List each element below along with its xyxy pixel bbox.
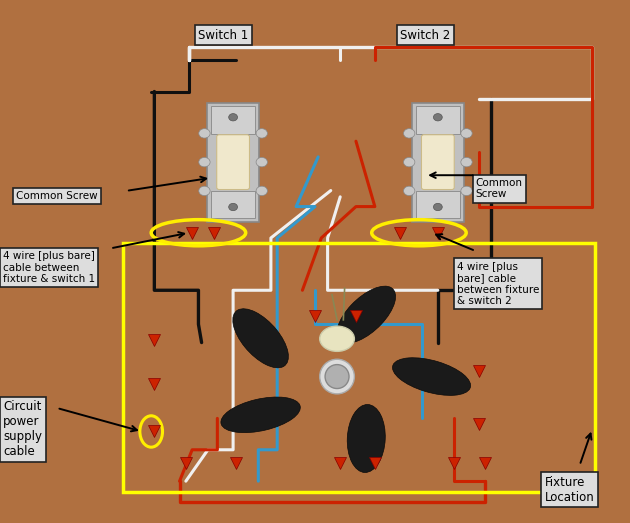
FancyBboxPatch shape: [416, 191, 460, 218]
Ellipse shape: [320, 359, 354, 394]
Circle shape: [229, 203, 238, 211]
Ellipse shape: [337, 286, 396, 343]
Ellipse shape: [221, 397, 301, 433]
Circle shape: [433, 113, 442, 121]
Circle shape: [461, 157, 472, 167]
FancyBboxPatch shape: [212, 106, 255, 133]
Circle shape: [461, 186, 472, 196]
Circle shape: [199, 129, 210, 138]
Circle shape: [403, 157, 415, 167]
Circle shape: [256, 186, 267, 196]
Circle shape: [229, 113, 238, 121]
Circle shape: [461, 129, 472, 138]
FancyBboxPatch shape: [207, 103, 260, 222]
Text: 4 wire [plus
bare] cable
between fixture
& switch 2: 4 wire [plus bare] cable between fixture…: [457, 262, 539, 306]
Ellipse shape: [392, 358, 471, 395]
FancyBboxPatch shape: [412, 103, 464, 222]
Text: Switch 1: Switch 1: [198, 29, 249, 42]
Ellipse shape: [347, 404, 386, 472]
Ellipse shape: [325, 365, 349, 389]
Text: Switch 2: Switch 2: [400, 29, 450, 42]
Circle shape: [199, 186, 210, 196]
Text: Common
Screw: Common Screw: [476, 178, 523, 199]
Ellipse shape: [320, 326, 354, 351]
Circle shape: [403, 129, 415, 138]
Text: Common Screw: Common Screw: [16, 191, 98, 201]
Circle shape: [199, 157, 210, 167]
FancyBboxPatch shape: [416, 106, 460, 133]
FancyBboxPatch shape: [421, 135, 454, 189]
Circle shape: [256, 157, 267, 167]
Text: 4 wire [plus bare]
cable between
fixture & switch 1: 4 wire [plus bare] cable between fixture…: [3, 251, 95, 284]
Circle shape: [433, 203, 442, 211]
Text: Circuit
power
supply
cable: Circuit power supply cable: [3, 400, 42, 458]
Circle shape: [403, 186, 415, 196]
Text: Fixture
Location: Fixture Location: [545, 476, 595, 504]
Circle shape: [256, 129, 267, 138]
Ellipse shape: [233, 309, 289, 368]
FancyBboxPatch shape: [212, 191, 255, 218]
FancyBboxPatch shape: [217, 135, 249, 189]
